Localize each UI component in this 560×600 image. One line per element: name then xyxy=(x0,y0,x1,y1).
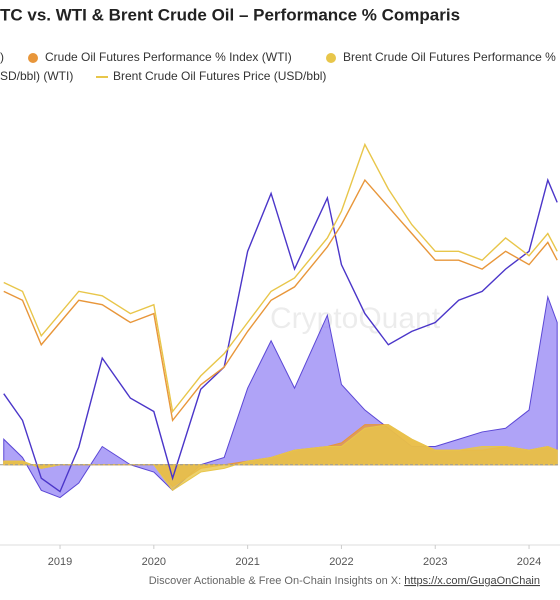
legend-label: Brent Crude Oil Futures Performance % xyxy=(343,50,556,64)
x-tick-label: 2020 xyxy=(142,556,166,568)
footer: Discover Actionable & Free On-Chain Insi… xyxy=(149,575,540,587)
line xyxy=(3,178,558,423)
line xyxy=(3,142,558,414)
x-tick-label: 2022 xyxy=(329,556,353,568)
legend-label: Crude Oil Futures Performance % Index (W… xyxy=(45,50,292,64)
footer-text: Discover Actionable & Free On-Chain Insi… xyxy=(149,575,405,587)
chart-title: TC vs. WTI & Brent Crude Oil – Performan… xyxy=(0,5,460,24)
footer-link[interactable]: https://x.com/GugaOnChain xyxy=(404,575,540,587)
legend-label: Brent Crude Oil Futures Price (USD/bbl) xyxy=(113,69,326,83)
x-tick-label: 2024 xyxy=(517,556,541,568)
x-tick-label: 2019 xyxy=(48,556,72,568)
legend-label: SD/bbl) (WTI) xyxy=(0,69,73,83)
legend-label: ) xyxy=(0,50,4,64)
x-tick-label: 2023 xyxy=(423,556,447,568)
legend-marker xyxy=(326,53,336,63)
legend-marker xyxy=(28,53,38,63)
x-tick-label: 2021 xyxy=(235,556,259,568)
line xyxy=(3,177,558,493)
watermark: CryptoQuant xyxy=(270,302,441,335)
